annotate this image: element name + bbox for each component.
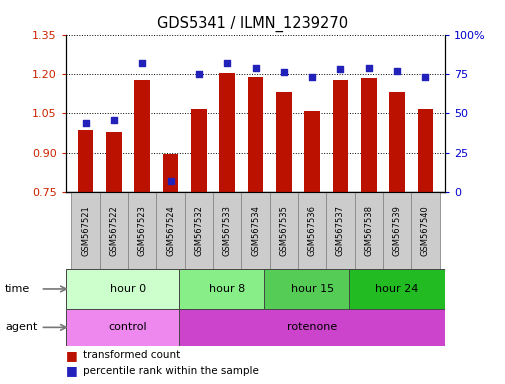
Text: GSM567523: GSM567523 [137,205,146,256]
Text: transformed count: transformed count [83,350,180,360]
Text: ■: ■ [66,364,77,377]
Point [336,66,344,72]
Point [138,60,146,66]
Bar [332,81,347,192]
Bar [179,269,275,309]
Bar [417,109,432,192]
Bar [382,192,411,269]
Bar [156,192,184,269]
Point [421,74,429,80]
Text: GSM567540: GSM567540 [420,205,429,256]
Text: hour 0: hour 0 [110,284,146,294]
Bar [360,78,376,192]
Point [81,120,89,126]
Text: hour 8: hour 8 [209,284,245,294]
Bar [354,192,382,269]
Bar [66,269,190,309]
Bar [348,269,444,309]
Point [194,71,203,77]
Text: agent: agent [5,322,37,333]
Text: GSM567539: GSM567539 [392,205,401,256]
Text: GSM567524: GSM567524 [166,205,175,256]
Point [166,178,174,184]
Text: GSM567521: GSM567521 [81,205,90,256]
Point [110,116,118,122]
Text: GDS5341 / ILMN_1239270: GDS5341 / ILMN_1239270 [157,15,348,31]
Bar [219,73,234,192]
Point [223,60,231,66]
Bar [99,192,128,269]
Bar [388,92,404,192]
Text: GSM567534: GSM567534 [250,205,260,256]
Text: hour 15: hour 15 [290,284,333,294]
Bar [78,130,93,192]
Bar [66,309,190,346]
Text: GSM567533: GSM567533 [222,205,231,256]
Text: rotenone: rotenone [286,322,337,333]
Bar [71,192,99,269]
Text: hour 24: hour 24 [375,284,418,294]
Bar [128,192,156,269]
Point [392,68,400,74]
Text: GSM567522: GSM567522 [109,205,118,256]
Bar [134,81,150,192]
Text: GSM567535: GSM567535 [279,205,288,256]
Point [308,74,316,80]
Bar [276,92,291,192]
Bar [247,76,263,192]
Bar [269,192,297,269]
Bar [326,192,354,269]
Bar [106,132,122,192]
Point [364,65,372,71]
Bar [184,192,213,269]
Text: GSM567537: GSM567537 [335,205,344,256]
Text: percentile rank within the sample: percentile rank within the sample [83,366,259,376]
Bar [191,109,206,192]
Text: GSM567532: GSM567532 [194,205,203,256]
Bar [163,154,178,192]
Text: GSM567538: GSM567538 [364,205,373,256]
Bar [304,111,319,192]
Bar [411,192,439,269]
Bar [297,192,326,269]
Point [279,69,287,75]
Bar [213,192,241,269]
Bar [179,309,444,346]
Text: GSM567536: GSM567536 [307,205,316,256]
Text: ■: ■ [66,349,77,362]
Bar [241,192,269,269]
Text: time: time [5,284,30,294]
Text: control: control [109,322,147,333]
Bar [264,269,360,309]
Point [251,65,259,71]
